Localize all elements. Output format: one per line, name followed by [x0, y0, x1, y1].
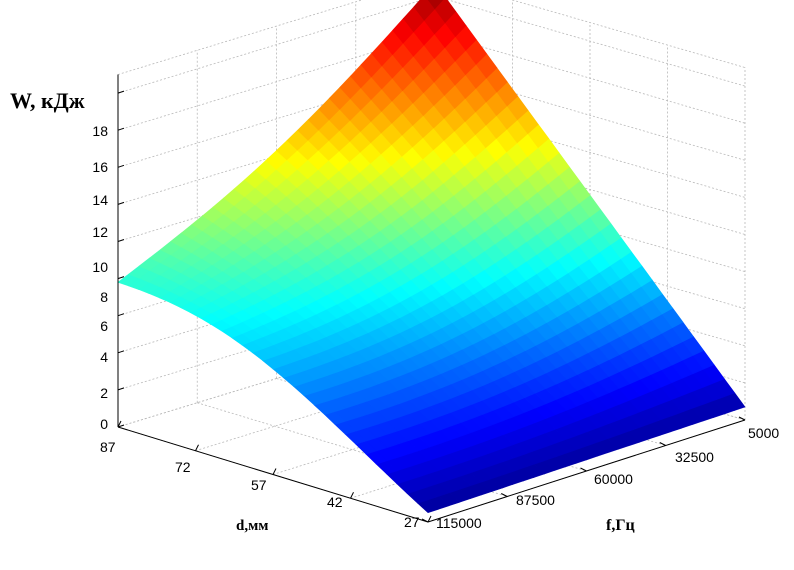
f-tick-label: 60000	[594, 471, 633, 487]
d-tick-label: 87	[100, 439, 116, 455]
z-tick-label: 4	[100, 349, 108, 365]
z-tick-label: 6	[100, 318, 108, 334]
z-tick-label: 8	[100, 289, 108, 305]
z-tick-label: 14	[92, 192, 108, 208]
z-tick-mark	[117, 313, 125, 317]
d-tick-label: 72	[175, 459, 191, 475]
d-axis-ticks: 87 72 57 42 27	[100, 439, 420, 530]
z-tick-label: 18	[92, 123, 108, 139]
f-tick-mark	[580, 467, 587, 472]
d-axis-title: d,мм	[236, 518, 269, 534]
d-tick-mark	[427, 515, 432, 523]
z-tick-mark	[117, 164, 125, 168]
surface	[117, 0, 746, 514]
surface-cell	[427, 0, 444, 10]
d-tick-label: 27	[404, 514, 420, 530]
z-tick-label: 0	[100, 416, 108, 432]
z-tick-mark	[117, 127, 125, 131]
z-tick-mark	[117, 424, 125, 428]
f-tick-mark	[659, 442, 666, 446]
z-tick-mark	[117, 239, 125, 242]
axes	[117, 74, 746, 523]
d-tick-label: 57	[251, 477, 267, 493]
d-tick-mark	[117, 420, 122, 428]
d-tick-mark	[350, 492, 354, 499]
z-tick-label: 16	[92, 159, 108, 175]
f-tick-label: 5000	[748, 425, 779, 441]
z-tick-mark	[117, 201, 125, 205]
f-tick-label: 87500	[516, 492, 555, 508]
f-tick-mark	[501, 493, 508, 497]
f-tick-label: 32500	[675, 449, 714, 465]
z-tick-mark	[117, 276, 125, 280]
d-tick-label: 42	[327, 494, 343, 510]
z-axis-title: W, кДж	[10, 88, 85, 113]
z-tick-mark	[117, 90, 125, 94]
z-tick-mark	[117, 387, 125, 391]
f-tick-mark	[738, 416, 746, 421]
z-tick-label: 2	[100, 385, 108, 401]
d-tick-mark	[272, 468, 277, 475]
f-axis-ticks: 5000 32500 60000 87500 115000	[436, 425, 779, 531]
z-tick-label: 10	[92, 259, 108, 275]
z-tick-mark	[117, 350, 125, 354]
d-tick-mark	[195, 444, 199, 451]
f-tick-mark	[421, 518, 429, 523]
f-axis-title: f,Гц	[606, 517, 635, 534]
f-tick-label: 115000	[436, 515, 482, 531]
z-axis-ticks: 0 2 4 6 8 10 12 14 16 18	[92, 123, 108, 432]
z-tick-label: 12	[92, 224, 108, 240]
